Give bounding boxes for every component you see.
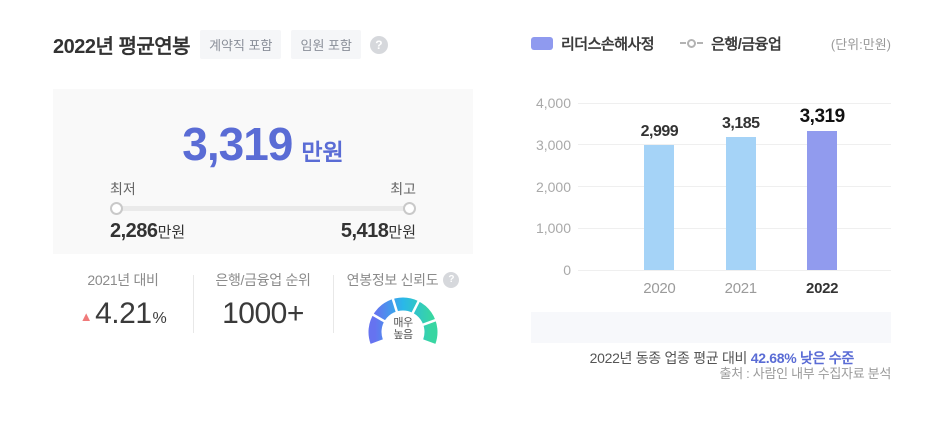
source-note: 출처 : 사람인 내부 수집자료 분석	[719, 366, 892, 381]
bar-legend-swatch	[531, 36, 553, 50]
stat-industry-rank: 은행/금융업 순위 1000+	[193, 271, 333, 348]
gauge-value-line1: 매우	[393, 317, 413, 329]
y-tick-label: 1,000	[535, 220, 571, 237]
bar-2021	[725, 137, 756, 270]
slider-max-knob	[403, 202, 416, 215]
stat-rank-label: 은행/금융업 순위	[215, 272, 311, 288]
legend-dash	[697, 42, 704, 44]
benchmark-percent: 42.68%	[750, 350, 797, 366]
badge-contract-included: 계약직 포함	[200, 30, 282, 59]
slider-track	[115, 206, 411, 211]
y-tick-label: 4,000	[535, 95, 571, 111]
stat-reliability-label: 연봉정보 신뢰도 ?	[333, 271, 473, 289]
range-max-value: 5,418만원	[341, 220, 416, 243]
x-tick-label-2022: 2022	[806, 280, 839, 297]
salary-range-values: 2,286만원 5,418만원	[110, 220, 416, 243]
salary-summary-panel: 2022년 평균연봉 계약직 포함 임원 포함 ? 3,319 만원 최저 최고	[53, 24, 473, 348]
yoy-percent: 4.21	[95, 297, 152, 330]
salary-unit: 만원	[301, 139, 344, 165]
title-row: 2022년 평균연봉 계약직 포함 임원 포함 ?	[53, 30, 473, 59]
min-unit: 만원	[157, 224, 186, 241]
trend-up-icon: ▲	[79, 309, 93, 324]
chart-y-axis: 0 1,000 2,000 3,000 4,000	[531, 95, 571, 278]
page-title: 2022년 평균연봉	[53, 36, 191, 58]
gauge-arc	[368, 297, 438, 344]
reliability-label-text: 연봉정보 신뢰도	[346, 272, 439, 288]
stats-row: 2021년 대비 ▲ 4.21 % 은행/금융업 순위 1000+ 연봉정보 신…	[53, 271, 473, 348]
chart-x-axis: 2020 2021 2022	[578, 278, 891, 298]
legend-item-company: 리더스손해사정	[531, 33, 655, 54]
bar-2020	[644, 144, 675, 270]
badge-executives-included: 임원 포함	[291, 30, 361, 59]
salary-range-labels: 최저 최고	[110, 181, 416, 197]
bar-value-label-2020: 2,999	[640, 122, 679, 140]
x-tick-label-2020: 2020	[643, 280, 676, 297]
stat-yoy-change: 2021년 대비 ▲ 4.21 %	[53, 271, 193, 348]
help-icon[interactable]: ?	[369, 35, 388, 54]
x-tick-label-2021: 2021	[724, 280, 757, 297]
legend-circle	[687, 38, 697, 48]
bar-value-label-2022: 3,319	[799, 106, 846, 128]
slider-min-knob	[110, 202, 123, 215]
bar-2022	[807, 131, 838, 270]
stat-yoy-value: ▲ 4.21 %	[53, 297, 193, 336]
legend-company-label: 리더스손해사정	[561, 35, 655, 53]
range-min-label: 최저	[110, 181, 136, 197]
y-tick-label: 0	[563, 262, 571, 278]
gauge-value-line2: 높음	[393, 329, 413, 341]
chart-legend: 리더스손해사정 은행/금융업 (단위:만원)	[531, 33, 891, 53]
average-salary-value: 3,319 만원	[53, 120, 473, 168]
reliability-gauge-value: 매우 높음	[365, 317, 441, 341]
max-amount: 5,418	[340, 220, 389, 242]
gridline	[578, 269, 891, 271]
salary-chart-panel: 리더스손해사정 은행/금융업 (단위:만원) 0 1,000 2,000 3,000 4…	[531, 24, 891, 382]
bar-value-label-2021: 3,185	[721, 115, 760, 133]
line-legend-marker	[680, 38, 704, 48]
range-min-value: 2,286만원	[110, 220, 185, 243]
legend-item-industry: 은행/금융업	[680, 33, 782, 54]
chart-unit-note: (단위:만원)	[830, 36, 891, 52]
y-tick-label: 2,000	[535, 178, 571, 195]
range-max-label: 최고	[390, 181, 416, 197]
legend-dash	[680, 42, 687, 44]
benchmark-note: 2022년 동종 업종 평균 대비 42.68% 낮은 수준	[531, 312, 891, 366]
stat-rank-value: 1000+	[222, 297, 304, 330]
average-salary-box: 3,319 만원 최저 최고 2,286만원 5,418만원	[53, 89, 473, 254]
chart-plot: 2,999 3,185 3,319	[578, 102, 891, 271]
salary-range-slider	[110, 201, 416, 215]
benchmark-prefix: 2022년 동종 업종 평균 대비	[589, 350, 751, 366]
yoy-percent-sign: %	[152, 310, 167, 327]
legend-industry-label: 은행/금융업	[711, 35, 782, 53]
stat-reliability: 연봉정보 신뢰도 ?	[333, 271, 473, 348]
max-unit: 만원	[388, 224, 416, 241]
stat-yoy-label: 2021년 대비	[87, 272, 159, 288]
salary-bar-chart: 0 1,000 2,000 3,000 4,000 2,999 3,185 3,319 20…	[531, 95, 891, 300]
salary-range: 최저 최고 2,286만원 5,418만원	[110, 181, 416, 243]
y-tick-label: 3,000	[535, 136, 571, 153]
min-amount: 2,286	[110, 220, 158, 242]
salary-amount: 3,319	[182, 118, 293, 170]
help-icon[interactable]: ?	[443, 272, 460, 288]
gridline	[578, 102, 891, 104]
benchmark-suffix: 낮은 수준	[796, 350, 854, 366]
reliability-gauge: 매우 높음	[365, 294, 441, 348]
